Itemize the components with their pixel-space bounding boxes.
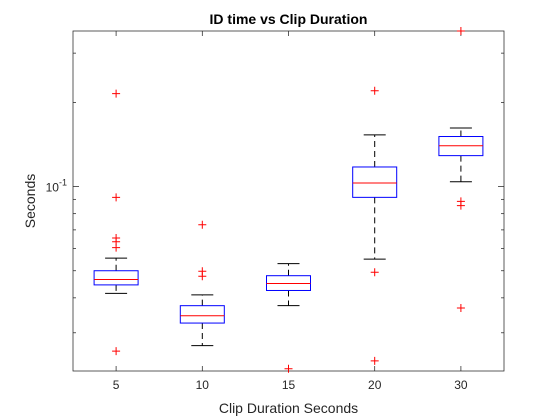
outlier-marker [112, 233, 121, 242]
x-axis-label: Clip Duration Seconds [219, 400, 358, 416]
box [93, 270, 139, 286]
chart-title: ID time vs Clip Duration [210, 11, 368, 27]
outlier-marker [370, 356, 379, 365]
x-tick-label: 5 [113, 378, 120, 392]
outlier-marker [370, 86, 379, 95]
y-tick-label: 10-1 [46, 178, 67, 195]
y-axis-label: Seconds [22, 174, 38, 228]
x-tick-label: 20 [368, 378, 382, 392]
outlier-marker [456, 27, 465, 35]
outlier-marker [112, 89, 121, 98]
outlier-marker [198, 267, 207, 276]
x-tick-label: 10 [196, 378, 210, 392]
x-tick-label: 15 [282, 378, 296, 392]
box [179, 305, 225, 324]
outlier-marker [284, 364, 293, 373]
outlier-marker [456, 197, 465, 206]
outlier-marker [456, 303, 465, 312]
plot-area: 10-15 10 15 20 30 [46, 27, 505, 392]
outlier-marker [112, 193, 121, 202]
x-tick-label: 30 [454, 378, 468, 392]
axes-frame [72, 30, 505, 372]
outlier-marker [112, 347, 121, 356]
outlier-marker [370, 268, 379, 277]
y-tick-label-base: 10 [46, 181, 60, 195]
outlier-marker [198, 220, 207, 229]
box [352, 166, 398, 198]
y-tick-label-exponent: -1 [59, 178, 67, 188]
